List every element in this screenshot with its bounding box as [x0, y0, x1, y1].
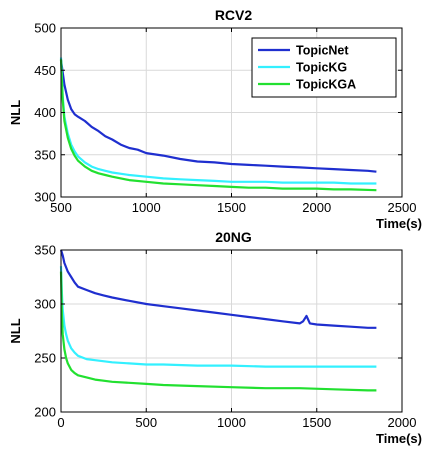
y-tick-label: 400: [34, 105, 56, 120]
series-line-topicnet: [59, 59, 377, 173]
x-tick-label: 500: [135, 415, 157, 430]
y-tick-label: 500: [34, 21, 56, 36]
x-axis-label: Time(s): [376, 431, 422, 446]
chart-title: 20NG: [215, 229, 252, 245]
legend-label-topicnet: TopicNet: [296, 44, 349, 58]
chart-panel-20ng: 0 500 1000 1500 2000 200 250 300 350 20NG Time(s) N…: [8, 229, 422, 446]
y-axis-label: NLL: [8, 318, 23, 343]
x-tick-label: 2000: [388, 415, 417, 430]
series-line-topickga: [59, 271, 377, 392]
x-tick-label: 0: [57, 415, 64, 430]
y-tick-label: 450: [34, 63, 56, 78]
y-tick-label: 300: [34, 297, 56, 312]
y-tick-label: 350: [34, 147, 56, 162]
chart-title: RCV2: [215, 7, 253, 23]
x-tick-label: 1500: [302, 415, 331, 430]
legend: TopicNet TopicKG TopicKGA: [251, 37, 397, 98]
legend-label-topickg: TopicKG: [296, 61, 347, 75]
y-tick-label: 250: [34, 351, 56, 366]
series-line-topickg: [59, 266, 377, 368]
series-line-topickg: [59, 57, 377, 185]
y-tick-label: 200: [34, 405, 56, 420]
chart-panel-rcv2: 500 1000 1500 2000 2500 300 350 400 450 500 RCV2 Ti…: [8, 7, 422, 231]
y-axis-label: NLL: [8, 100, 23, 125]
x-tick-label: 500: [50, 200, 72, 215]
x-tick-label: 2000: [302, 200, 331, 215]
series-line-topickga: [59, 59, 377, 192]
x-tick-label: 1000: [132, 200, 161, 215]
x-axis-label: Time(s): [376, 216, 422, 231]
y-tick-label: 300: [34, 190, 56, 205]
x-tick-label: 2500: [388, 200, 417, 215]
x-tick-label: 1000: [217, 415, 246, 430]
x-tick-label: 1500: [217, 200, 246, 215]
legend-label-topickga: TopicKGA: [296, 78, 356, 92]
series-line-topicnet: [59, 249, 377, 329]
y-tick-label: 350: [34, 243, 56, 258]
